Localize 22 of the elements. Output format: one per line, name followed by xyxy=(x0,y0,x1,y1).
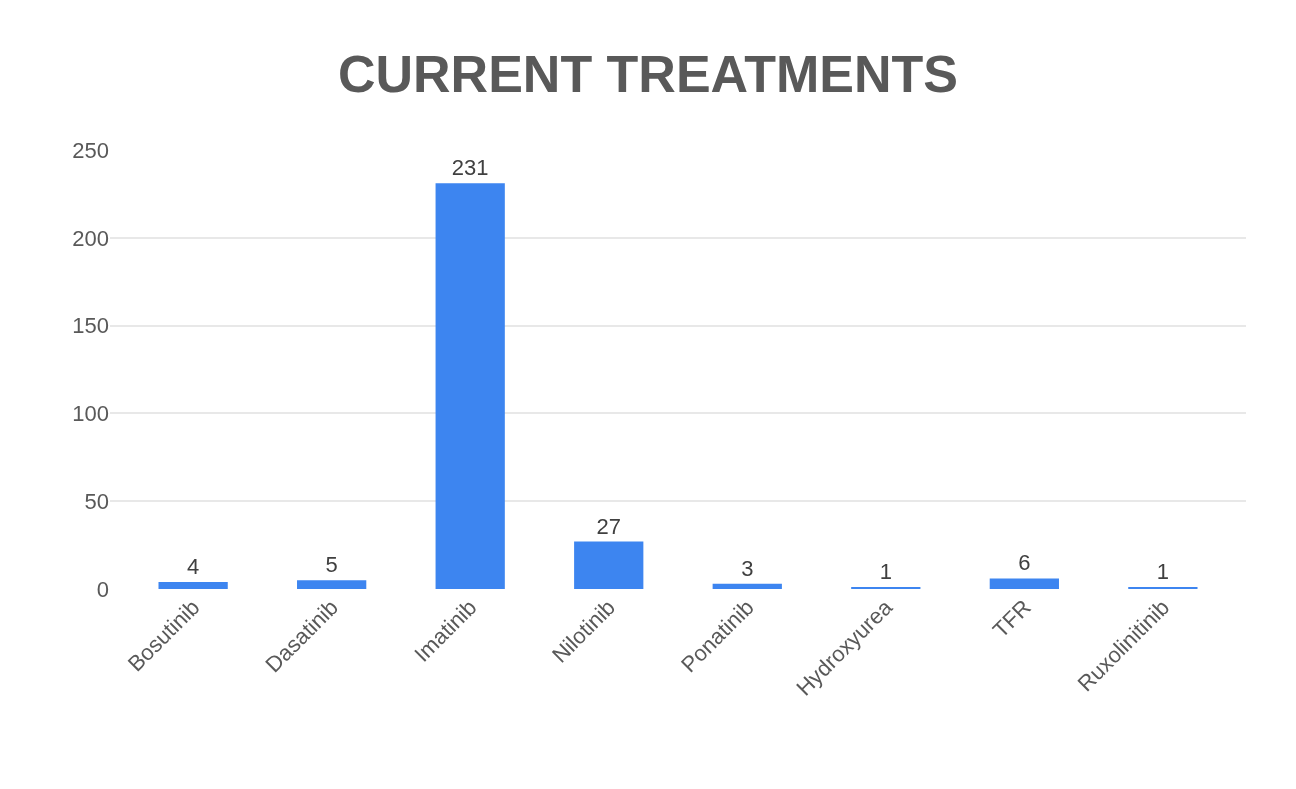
data-label: 1 xyxy=(1156,559,1169,584)
data-label: 6 xyxy=(1018,550,1031,576)
y-tick-label: 0 xyxy=(96,576,109,602)
y-tick-label: 200 xyxy=(72,225,109,251)
bar xyxy=(989,578,1059,589)
bar xyxy=(435,183,505,589)
chart-title: CURRENT TREATMENTS xyxy=(337,44,959,103)
bar xyxy=(712,583,782,589)
y-tick-label: 250 xyxy=(72,137,109,163)
bar xyxy=(297,580,367,589)
y-tick-label: 100 xyxy=(72,401,109,427)
x-tick-label: TFR xyxy=(987,594,1036,643)
data-label: 3 xyxy=(741,555,754,581)
data-label: 5 xyxy=(325,552,338,578)
data-label: 231 xyxy=(451,155,489,181)
bar xyxy=(158,581,228,589)
bar xyxy=(574,541,644,589)
data-label: 4 xyxy=(187,553,200,579)
y-tick-label: 150 xyxy=(72,313,109,339)
y-tick-label: 50 xyxy=(84,488,109,514)
data-label: 27 xyxy=(596,513,621,539)
data-label: 1 xyxy=(879,559,892,584)
